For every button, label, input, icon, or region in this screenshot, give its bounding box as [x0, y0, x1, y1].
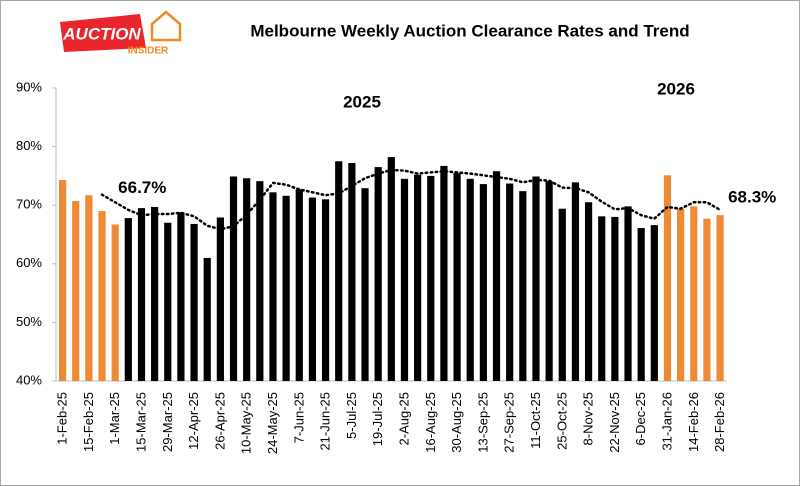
bar: [637, 228, 645, 381]
bar: [440, 165, 448, 381]
bar: [716, 215, 724, 381]
bar: [571, 182, 580, 381]
x-tick-label: 19-Jul-25: [370, 392, 385, 446]
bar: [624, 206, 632, 381]
x-tick-label: 22-Nov-25: [607, 392, 622, 453]
bar: [335, 161, 343, 381]
bar: [361, 188, 369, 381]
bar: [190, 223, 198, 381]
x-tick-label: 5-Jul-25: [344, 392, 359, 439]
x-tick-label: 1-Mar-25: [107, 392, 122, 445]
bar: [282, 195, 290, 381]
logo-sub: INSIDER: [128, 46, 169, 57]
y-tick-label: 90%: [16, 79, 42, 94]
y-tick-label: 70%: [16, 197, 42, 212]
bar: [506, 183, 514, 381]
bar: [414, 174, 422, 381]
chart-title: Melbourne Weekly Auction Clearance Rates…: [250, 21, 689, 40]
bar: [295, 189, 303, 381]
bar: [584, 202, 593, 381]
x-tick-label: 28-Feb-26: [712, 392, 727, 452]
x-tick-label: 1-Feb-25: [55, 392, 70, 445]
x-tick-label: 6-Dec-25: [633, 392, 648, 445]
data-label: 68.3%: [728, 188, 776, 207]
bar: [124, 218, 132, 381]
data-label: 66.7%: [118, 178, 166, 197]
bar: [453, 172, 461, 381]
bar: [177, 212, 185, 381]
bar: [269, 192, 277, 381]
x-tick-label: 8-Nov-25: [581, 392, 596, 445]
bar: [151, 206, 159, 381]
x-tick-label: 14-Feb-26: [686, 392, 701, 452]
trend-line: [100, 168, 722, 231]
bar: [650, 225, 658, 381]
y-tick-label: 40%: [16, 372, 42, 387]
bar: [703, 218, 711, 381]
bar: [427, 175, 435, 381]
bar: [466, 178, 474, 381]
x-tick-label: 16-Aug-25: [423, 392, 438, 453]
bar: [532, 176, 540, 381]
x-tick-label: 11-Oct-25: [528, 392, 543, 449]
year-annotation: 2026: [657, 79, 695, 98]
y-tick-label: 60%: [16, 255, 42, 270]
bar: [164, 222, 172, 381]
bar: [677, 208, 685, 381]
logo-word: AUCTION: [62, 24, 141, 43]
bar: [58, 180, 67, 381]
x-tick-label: 7-Jun-25: [291, 392, 306, 443]
bar: [111, 224, 119, 381]
bar: [663, 175, 672, 381]
x-tick-label: 29-Mar-25: [160, 392, 175, 452]
bar: [611, 216, 619, 381]
bar: [137, 208, 146, 381]
bar: [98, 211, 106, 381]
x-tick-label: 2-Aug-25: [396, 392, 411, 445]
x-tick-label: 21-Jun-25: [318, 392, 333, 451]
logo: AUCTION INSIDER: [60, 10, 182, 57]
y-tick-label: 80%: [16, 138, 42, 153]
bar: [545, 181, 553, 381]
bar: [598, 216, 606, 381]
bar: [85, 195, 93, 381]
bar: [216, 217, 224, 381]
x-tick-label: 31-Jan-26: [659, 392, 674, 451]
bar: [256, 181, 264, 381]
x-tick-label: 24-May-25: [265, 392, 280, 454]
year-annotation: 2025: [343, 92, 381, 111]
bar: [308, 197, 317, 381]
bar: [492, 171, 501, 381]
x-tick-label: 30-Aug-25: [449, 392, 464, 453]
logo-house: [150, 10, 182, 42]
bar: [229, 176, 238, 381]
bar: [72, 201, 80, 381]
bar: [558, 208, 566, 381]
bar: [348, 163, 356, 381]
bar: [519, 191, 527, 381]
x-tick-label: 25-Oct-25: [554, 392, 569, 450]
bar: [690, 206, 698, 381]
x-tick-label: 26-Apr-25: [212, 392, 227, 450]
bar: [400, 178, 409, 381]
x-tick-label: 15-Mar-25: [133, 392, 148, 452]
x-tick-label: 13-Sep-25: [475, 392, 490, 453]
x-tick-label: 10-May-25: [239, 392, 254, 454]
x-tick-label: 27-Sep-25: [502, 392, 517, 453]
x-tick-label: 12-Apr-25: [186, 392, 201, 450]
bar: [479, 184, 487, 381]
bar: [387, 157, 395, 381]
y-tick-label: 50%: [16, 314, 42, 329]
bar: [203, 257, 211, 381]
logo-banner: [60, 14, 146, 52]
bar: [374, 167, 382, 381]
bar: [321, 199, 330, 381]
x-tick-label: 15-Feb-25: [81, 392, 96, 452]
bar: [243, 178, 251, 381]
